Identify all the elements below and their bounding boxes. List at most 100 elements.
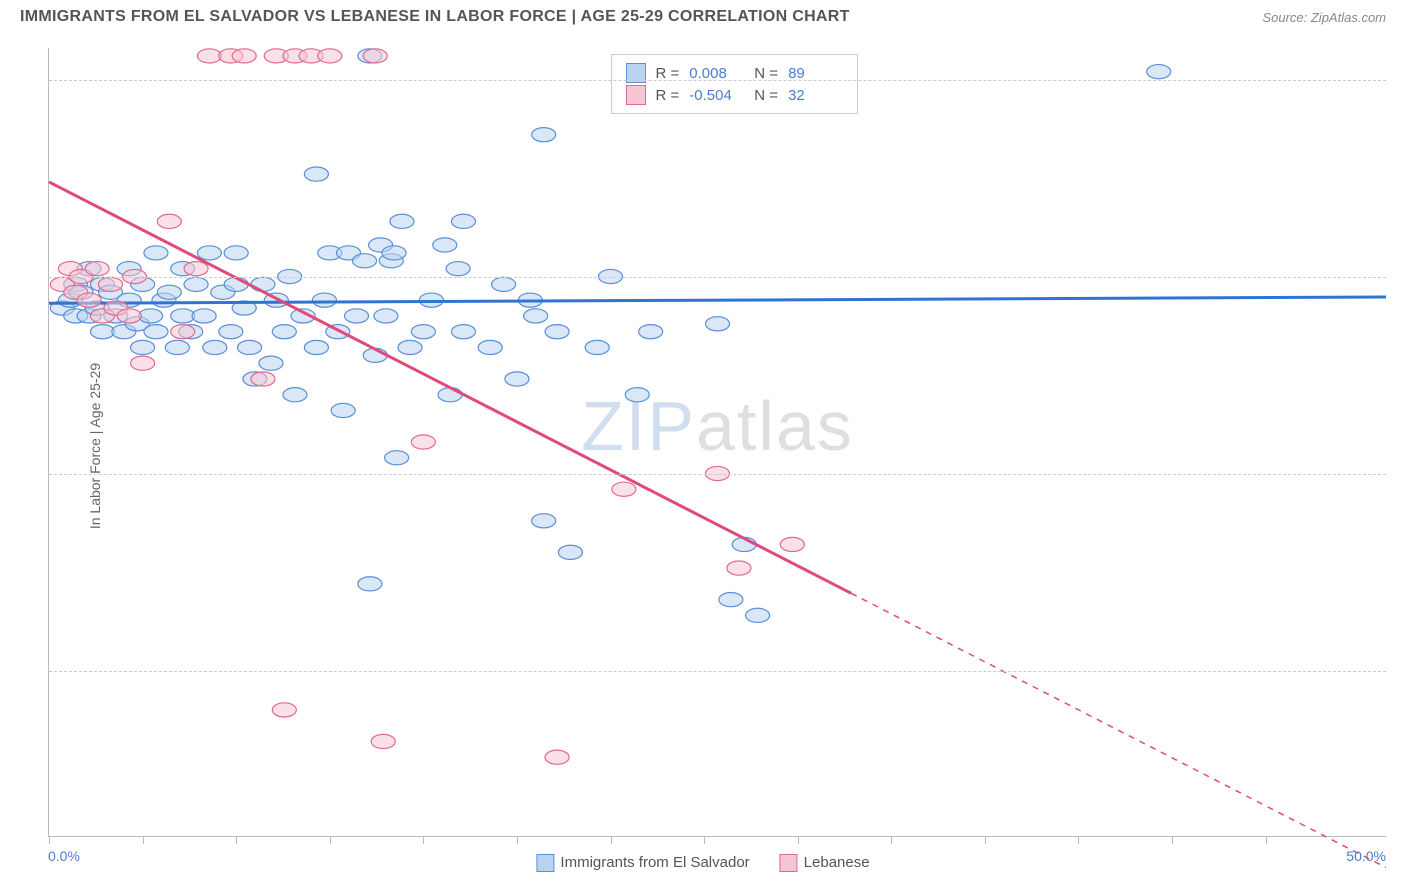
scatter-point — [451, 214, 475, 228]
x-tick — [704, 836, 705, 844]
scatter-point — [390, 214, 414, 228]
scatter-point — [411, 435, 435, 449]
scatter-point — [224, 246, 248, 260]
gridline — [49, 277, 1386, 278]
scatter-point — [85, 262, 109, 276]
scatter-point — [117, 309, 141, 323]
x-tick — [891, 836, 892, 844]
scatter-point — [545, 325, 569, 339]
scatter-point — [398, 340, 422, 354]
scatter-point — [197, 49, 221, 63]
scatter-point — [219, 325, 243, 339]
scatter-svg — [49, 48, 1386, 836]
scatter-point — [139, 309, 163, 323]
scatter-point — [612, 482, 636, 496]
scatter-point — [304, 340, 328, 354]
source-label: Source: ZipAtlas.com — [1262, 10, 1386, 25]
scatter-point — [438, 388, 462, 402]
x-axis-max-label: 50.0% — [1346, 848, 1386, 864]
scatter-point — [1147, 65, 1171, 79]
chart-plot-area: ZIPatlas R =0.008N =89R =-0.504N =32 62.… — [48, 48, 1386, 837]
legend-swatch — [536, 854, 554, 872]
x-tick — [985, 836, 986, 844]
legend-swatch — [780, 854, 798, 872]
scatter-point — [746, 608, 770, 622]
scatter-point — [639, 325, 663, 339]
scatter-point — [197, 246, 221, 260]
gridline — [49, 474, 1386, 475]
stats-swatch — [626, 85, 646, 105]
legend-label: Immigrants from El Salvador — [560, 854, 749, 871]
scatter-point — [77, 293, 101, 307]
legend-label: Lebanese — [804, 854, 870, 871]
trend-line — [49, 297, 1386, 303]
scatter-point — [625, 388, 649, 402]
x-tick — [517, 836, 518, 844]
scatter-point — [358, 577, 382, 591]
scatter-point — [331, 403, 355, 417]
x-tick — [423, 836, 424, 844]
x-tick — [1078, 836, 1079, 844]
scatter-point — [259, 356, 283, 370]
scatter-point — [318, 49, 342, 63]
scatter-point — [98, 277, 122, 291]
stats-row: R =-0.504N =32 — [626, 85, 844, 105]
scatter-point — [304, 167, 328, 181]
x-tick — [1172, 836, 1173, 844]
bottom-legend: Immigrants from El Salvador Lebanese — [536, 854, 869, 872]
scatter-point — [532, 128, 556, 142]
scatter-point — [144, 246, 168, 260]
scatter-point — [251, 277, 275, 291]
x-tick — [1266, 836, 1267, 844]
scatter-point — [374, 309, 398, 323]
scatter-point — [585, 340, 609, 354]
legend-item: Lebanese — [780, 854, 870, 872]
x-axis-min-label: 0.0% — [48, 848, 80, 864]
x-tick — [143, 836, 144, 844]
scatter-point — [558, 545, 582, 559]
scatter-point — [232, 49, 256, 63]
n-label: N = — [754, 87, 778, 104]
scatter-point — [272, 325, 296, 339]
scatter-point — [312, 293, 336, 307]
x-tick — [49, 836, 50, 844]
scatter-point — [411, 325, 435, 339]
scatter-point — [184, 277, 208, 291]
x-tick — [611, 836, 612, 844]
scatter-point — [171, 309, 195, 323]
scatter-point — [705, 317, 729, 331]
scatter-point — [492, 277, 516, 291]
scatter-point — [184, 262, 208, 276]
scatter-point — [719, 593, 743, 607]
scatter-point — [385, 451, 409, 465]
scatter-point — [203, 340, 227, 354]
scatter-point — [532, 514, 556, 528]
n-value: 32 — [788, 87, 843, 104]
scatter-point — [272, 703, 296, 717]
trend-line-dashed — [851, 593, 1386, 867]
scatter-point — [157, 285, 181, 299]
scatter-point — [165, 340, 189, 354]
scatter-point — [144, 325, 168, 339]
scatter-point — [727, 561, 751, 575]
chart-title: IMMIGRANTS FROM EL SALVADOR VS LEBANESE … — [20, 8, 850, 26]
legend-item: Immigrants from El Salvador — [536, 854, 749, 872]
scatter-point — [157, 214, 181, 228]
scatter-point — [524, 309, 548, 323]
scatter-point — [131, 340, 155, 354]
scatter-point — [382, 246, 406, 260]
x-tick — [330, 836, 331, 844]
scatter-point — [352, 254, 376, 268]
scatter-point — [363, 49, 387, 63]
scatter-point — [344, 309, 368, 323]
scatter-point — [451, 325, 475, 339]
scatter-point — [131, 356, 155, 370]
stats-legend-box: R =0.008N =89R =-0.504N =32 — [611, 54, 859, 114]
gridline — [49, 671, 1386, 672]
x-tick — [798, 836, 799, 844]
scatter-point — [433, 238, 457, 252]
x-tick — [236, 836, 237, 844]
scatter-point — [446, 262, 470, 276]
scatter-point — [90, 325, 114, 339]
r-label: R = — [656, 87, 680, 104]
